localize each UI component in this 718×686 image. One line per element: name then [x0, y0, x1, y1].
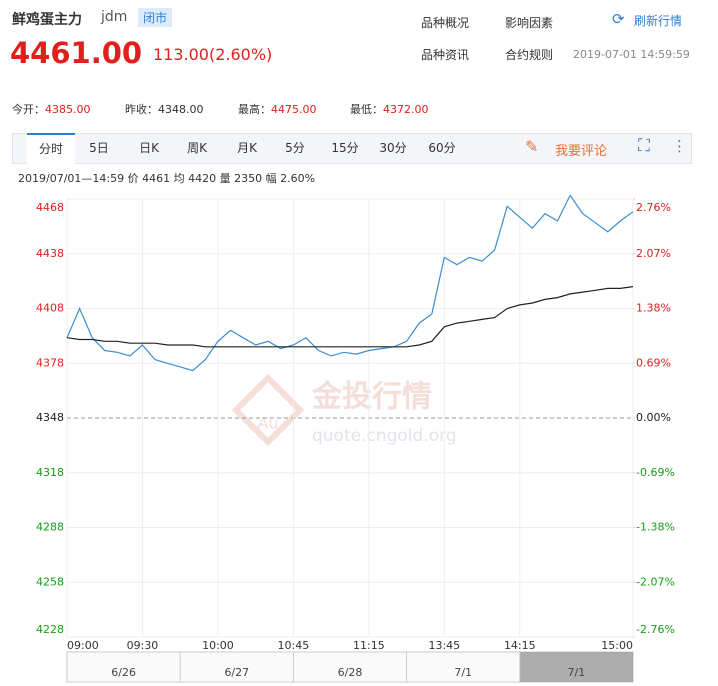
tab-bar — [12, 133, 692, 164]
y-tick-label: 4258 — [36, 575, 64, 588]
x-tick-label: 14:15 — [504, 639, 536, 652]
comment[interactable]: 我要评论 — [555, 144, 608, 159]
tab[interactable]: 月K — [237, 141, 257, 155]
info-value: 4420 — [188, 172, 217, 185]
tab[interactable]: 日K — [139, 141, 159, 155]
y2-tick-label: 0.69% — [636, 356, 671, 369]
y2-tick-label: -0.69% — [636, 466, 675, 479]
y2-tick-label: -2.76% — [636, 623, 675, 636]
info-time: 2019/07/01—14:59 — [18, 172, 125, 185]
y2-tick-label: -2.07% — [636, 575, 675, 588]
timestamp: 2019-07-01 14:59:59 — [573, 48, 690, 61]
stat: 昨收：4348.00 — [125, 101, 204, 117]
stat-label: 昨收： — [125, 103, 158, 116]
y-tick-label: 4468 — [36, 201, 64, 214]
stat: 今开：4385.00 — [12, 101, 91, 117]
watermark-logo-text: Au — [257, 414, 278, 433]
tab[interactable]: 15分 — [331, 141, 359, 155]
info-label: 价 — [127, 172, 139, 185]
link[interactable]: 影响因素 — [505, 16, 554, 30]
info-value: 2.60% — [280, 172, 316, 185]
y2-tick-label: -1.38% — [636, 521, 675, 534]
info-line: 2019/07/01—14:59 价 4461 均 4420 量 2350 幅 … — [18, 170, 315, 186]
stat: 最高：4475.00 — [238, 101, 317, 117]
watermark: Au 金投行情 quote.cngold.org — [231, 373, 457, 447]
y-tick-label: 4408 — [36, 302, 64, 315]
comment-icon[interactable]: ✎ — [525, 137, 539, 156]
link[interactable]: 品种资讯 — [421, 48, 470, 62]
tab[interactable]: 分时 — [27, 133, 75, 164]
info-label: 均 — [173, 172, 185, 185]
series-line — [66, 286, 634, 348]
navigator-date: 6/27 — [224, 666, 249, 679]
stat-value: 4372.00 — [383, 103, 429, 116]
watermark-logo — [231, 373, 305, 447]
info-label: 幅 — [265, 172, 277, 185]
fullscreen[interactable]: ⛶ — [638, 136, 650, 156]
y2-tick-label: 2.76% — [636, 201, 671, 214]
refresh[interactable]: 刷新行情 — [634, 14, 683, 28]
y2-tick-label: 1.38% — [636, 302, 671, 315]
info-label: 量 — [219, 172, 231, 185]
stat-value: 4475.00 — [271, 103, 317, 116]
info-value: 4461 — [142, 172, 171, 185]
x-tick-label: 10:00 — [202, 639, 234, 652]
y-tick-label: 4228 — [36, 623, 64, 636]
navigator-window — [519, 652, 633, 682]
stat: 最低：4372.00 — [350, 101, 429, 117]
link[interactable]: 品种概况 — [421, 16, 470, 30]
tab[interactable]: 5分 — [285, 141, 305, 155]
y2-tick-label: 2.07% — [636, 247, 671, 260]
tab[interactable]: 30分 — [379, 141, 407, 155]
refresh-icon[interactable]: ⟳ — [612, 10, 625, 28]
y-tick-label: 4318 — [36, 466, 64, 479]
x-tick-label: 15:00 — [601, 639, 633, 652]
code: jdm — [101, 9, 128, 25]
stat-label: 今开： — [12, 103, 45, 116]
navigator-date: 6/26 — [111, 666, 136, 679]
info-value: 2350 — [234, 172, 263, 185]
stat-label: 最高： — [238, 103, 271, 116]
menu[interactable]: ⋮ — [672, 137, 687, 155]
y-tick-label: 4288 — [36, 521, 64, 534]
series-line — [66, 194, 634, 372]
y-tick-label: 4378 — [36, 356, 64, 369]
navigator-date: 6/28 — [338, 666, 363, 679]
x-tick-label: 11:15 — [353, 639, 385, 652]
stat-value: 4348.00 — [158, 103, 204, 116]
x-tick-label: 09:30 — [127, 639, 159, 652]
link[interactable]: 合约规则 — [505, 48, 554, 62]
status-badge: 闭市 — [138, 8, 173, 27]
navigator-date: 7/1 — [454, 666, 472, 679]
x-tick-label: 13:45 — [428, 639, 460, 652]
watermark-url: quote.cngold.org — [312, 426, 457, 446]
navigator-date: 7/1 — [568, 666, 586, 679]
tab[interactable]: 周K — [187, 141, 207, 155]
stat-label: 最低： — [350, 103, 383, 116]
tab[interactable]: 5日 — [89, 141, 109, 155]
y-tick-label: 4438 — [36, 247, 64, 260]
y2-tick-label: 0.00% — [636, 411, 671, 424]
y-tick-label: 4348 — [36, 411, 64, 424]
change: 113.00(2.60%) — [153, 45, 273, 64]
x-tick-label: 09:00 — [67, 639, 99, 652]
name: 鲜鸡蛋主力 — [12, 12, 82, 28]
price: 4461.00 — [10, 36, 143, 70]
tab[interactable]: 60分 — [428, 141, 456, 155]
stat-value: 4385.00 — [45, 103, 91, 116]
x-tick-label: 10:45 — [278, 639, 310, 652]
watermark-text: 金投行情 — [311, 380, 432, 415]
